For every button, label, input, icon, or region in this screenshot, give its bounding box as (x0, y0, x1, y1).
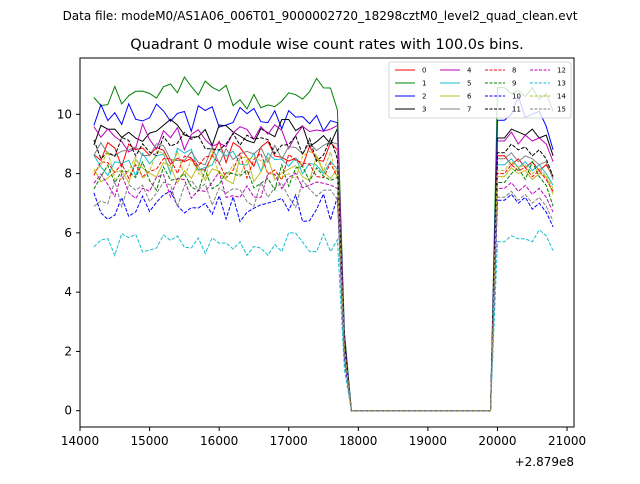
series-line-10 (93, 190, 554, 412)
series-line-13 (93, 229, 554, 412)
series-line-11 (93, 131, 554, 412)
legend-label-13: 13 (557, 80, 566, 88)
legend-label-12: 12 (557, 67, 566, 75)
series-line-4 (93, 122, 554, 412)
y-axis: 0 2 4 6 8 10 (57, 107, 80, 418)
legend-label-15: 15 (557, 106, 566, 114)
x-tick-label: 14000 (61, 434, 99, 448)
suptitle: Data file: modeM0/AS1A06_006T01_90000027… (63, 9, 578, 23)
legend-label-0: 0 (422, 67, 426, 75)
x-tick-label: 15000 (130, 434, 168, 448)
x-tick-label: 17000 (270, 434, 308, 448)
y-tick-label: 10 (57, 107, 72, 121)
legend-label-8: 8 (512, 67, 516, 75)
legend-box (388, 61, 572, 119)
x-offset-label: +2.879e8 (515, 455, 574, 469)
legend-label-5: 5 (467, 80, 471, 88)
x-tick-label: 19000 (409, 434, 447, 448)
y-tick-label: 0 (64, 404, 72, 418)
legend-label-11: 11 (512, 106, 521, 114)
y-tick-label: 2 (64, 344, 72, 358)
series-line-14 (93, 149, 554, 412)
series-line-15 (93, 179, 554, 412)
y-tick-label: 4 (64, 285, 72, 299)
plot-lines (93, 76, 554, 412)
y-tick-label: 8 (64, 167, 72, 181)
series-line-9 (93, 160, 554, 412)
axes-frame (79, 57, 575, 428)
legend-label-9: 9 (512, 80, 516, 88)
y-tick-label: 6 (64, 226, 72, 240)
series-line-5 (93, 147, 554, 412)
series-line-1 (93, 76, 554, 412)
x-tick-label: 20000 (478, 434, 516, 448)
x-tick-label: 21000 (548, 434, 586, 448)
legend-label-14: 14 (557, 93, 566, 101)
series-line-12 (93, 170, 554, 412)
legend-label-6: 6 (467, 93, 472, 101)
x-tick-label: 16000 (200, 434, 238, 448)
legend-label-1: 1 (422, 80, 426, 88)
series-line-3 (93, 118, 554, 412)
chart-title: Quadrant 0 module wise count rates with … (130, 37, 524, 53)
legend-label-4: 4 (467, 67, 472, 75)
series-line-0 (93, 139, 554, 412)
legend-label-2: 2 (422, 93, 426, 101)
series-line-6 (93, 155, 554, 412)
series-line-8 (93, 151, 554, 412)
legend-label-7: 7 (467, 106, 471, 114)
series-line-7 (93, 141, 554, 412)
x-tick-label: 18000 (339, 434, 377, 448)
x-axis: 14000 15000 16000 17000 18000 19000 20000 21000 (61, 427, 586, 448)
series-line-2 (93, 95, 554, 412)
legend-label-10: 10 (512, 93, 521, 101)
legend-label-3: 3 (422, 106, 426, 114)
